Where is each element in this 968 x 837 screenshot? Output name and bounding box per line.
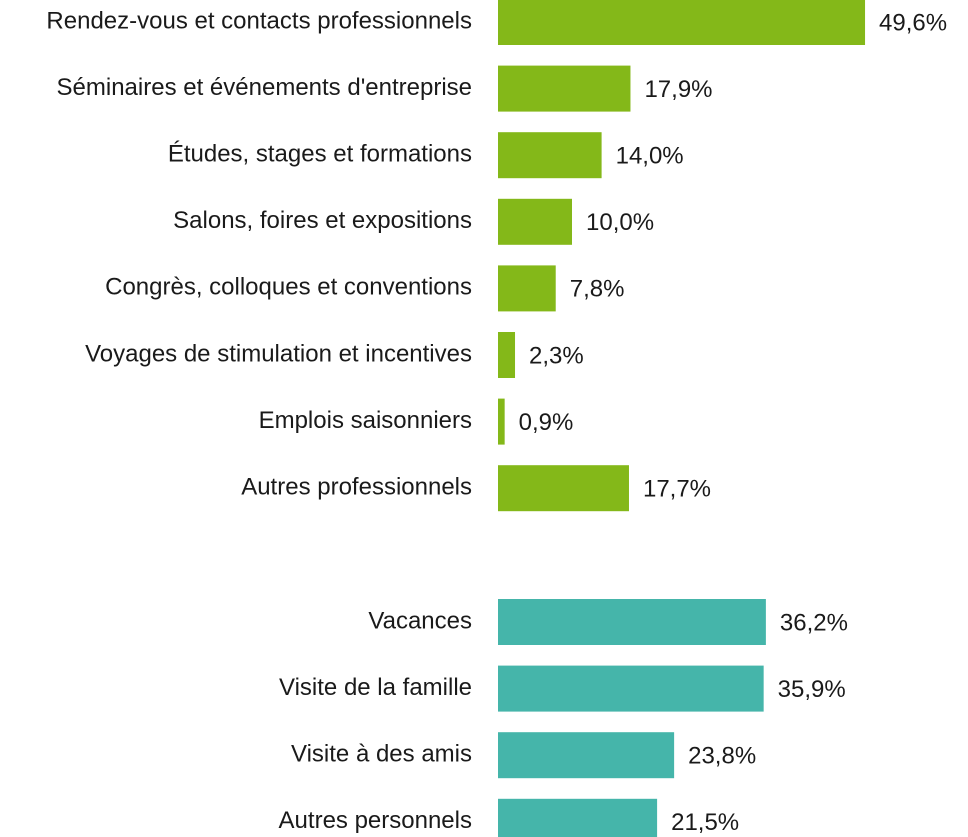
bar [498, 398, 505, 445]
category-label: Salons, foires et expositions [173, 207, 472, 234]
value-label: 0,9% [519, 409, 574, 436]
value-label: 7,8% [570, 276, 625, 303]
category-label: Voyages de stimulation et incentives [85, 340, 472, 367]
category-label: Études, stages et formations [168, 141, 472, 168]
value-label: 35,9% [778, 676, 846, 703]
category-label: Congrès, colloques et conventions [105, 274, 472, 301]
value-label: 17,7% [643, 476, 711, 503]
value-label: 17,9% [644, 76, 712, 103]
bar [498, 132, 602, 179]
value-label: 36,2% [780, 609, 848, 636]
bar [498, 732, 675, 779]
bar [498, 599, 766, 645]
category-label: Rendez-vous et contacts professionnels [46, 7, 472, 34]
category-label: Emplois saisonniers [259, 407, 472, 434]
bar [498, 198, 572, 245]
value-label: 2,3% [529, 342, 584, 369]
category-label: Visite à des amis [291, 741, 472, 768]
bar [498, 798, 658, 837]
category-label: Autres professionnels [241, 474, 472, 501]
value-label: 23,8% [688, 743, 756, 770]
bar [498, 332, 516, 378]
category-label: Autres personnels [279, 807, 472, 834]
category-label: Vacances [368, 607, 472, 634]
category-label: Visite de la famille [279, 674, 472, 701]
bar [498, 465, 629, 512]
bar [498, 0, 866, 45]
value-label: 21,5% [671, 809, 739, 836]
value-label: 49,6% [879, 9, 947, 36]
value-label: 10,0% [586, 209, 654, 236]
bar [498, 665, 764, 712]
value-label: 14,0% [616, 143, 684, 170]
category-label: Séminaires et événements d'entreprise [57, 74, 472, 101]
bar [498, 265, 556, 312]
bar [498, 65, 631, 112]
